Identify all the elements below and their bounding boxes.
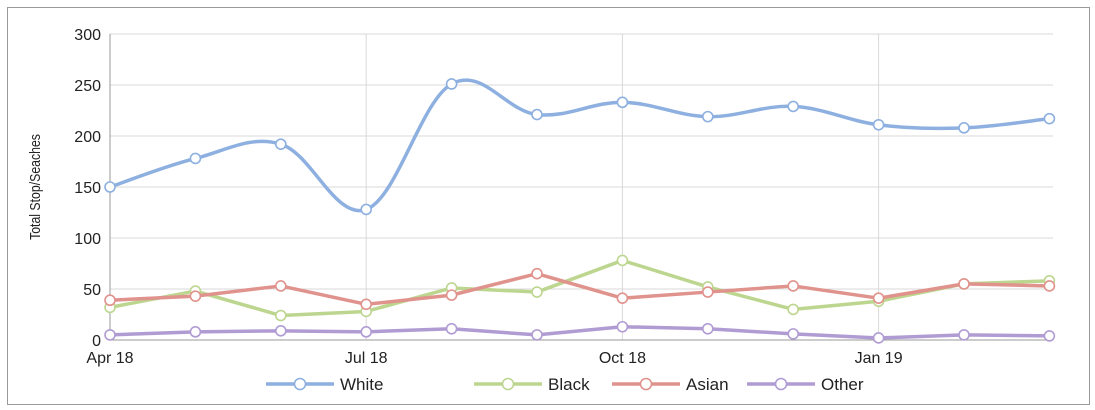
y-tick-label: 150 bbox=[74, 180, 101, 197]
y-tick-label: 300 bbox=[74, 27, 101, 44]
data-point-black bbox=[531, 286, 543, 298]
y-tick-label: 200 bbox=[74, 129, 101, 146]
data-point-other bbox=[616, 320, 629, 333]
data-point-other bbox=[104, 329, 116, 341]
data-point-other bbox=[872, 332, 885, 344]
data-point-white bbox=[1043, 112, 1056, 125]
data-point-asian bbox=[104, 294, 116, 307]
data-point-other bbox=[274, 325, 287, 337]
data-point-white bbox=[445, 78, 458, 90]
data-point-asian bbox=[872, 292, 885, 304]
data-point-other bbox=[787, 328, 800, 340]
chart-frame: 0 50 100 150 200 250 300 Apr 18 Jul 18 Oct 18 Jan … bbox=[7, 7, 1090, 405]
data-point-white bbox=[189, 152, 202, 165]
y-tick-label: 100 bbox=[74, 231, 101, 248]
legend-label-other: Other bbox=[821, 375, 864, 394]
y-tick-label: 50 bbox=[83, 282, 101, 299]
series-line-asian bbox=[108, 271, 1052, 307]
line-chart: 0 50 100 150 200 250 300 Apr 18 Jul 18 Oct 18 Jan … bbox=[27, 27, 1056, 394]
legend-label-black: Black bbox=[548, 375, 590, 394]
data-point-white bbox=[701, 110, 714, 123]
data-point-white bbox=[958, 122, 970, 134]
data-point-other bbox=[531, 329, 543, 341]
legend-marker-asian bbox=[639, 377, 653, 391]
data-point-asian bbox=[616, 292, 629, 304]
legend-label-asian: Asian bbox=[686, 375, 729, 394]
x-tick-label: Apr 18 bbox=[86, 350, 133, 367]
series-line-other bbox=[108, 324, 1052, 340]
data-point-other bbox=[189, 326, 202, 338]
data-point-black bbox=[787, 303, 800, 316]
data-point-white bbox=[616, 96, 629, 109]
legend-marker-other bbox=[774, 377, 788, 391]
data-point-white bbox=[360, 203, 373, 216]
data-point-white bbox=[274, 138, 287, 150]
data-point-other bbox=[445, 322, 458, 335]
x-tick-label: Jan 19 bbox=[855, 350, 903, 367]
data-point-asian bbox=[189, 290, 202, 302]
data-point-other bbox=[1043, 330, 1056, 342]
data-point-white bbox=[872, 118, 885, 131]
y-tick-label: 250 bbox=[74, 78, 101, 95]
legend-marker-white bbox=[293, 377, 307, 391]
series-line-white bbox=[108, 78, 1052, 213]
data-point-black bbox=[274, 309, 287, 322]
data-point-asian bbox=[445, 289, 458, 301]
y-axis-title: Total Stop/Seaches bbox=[27, 134, 43, 240]
data-point-black bbox=[616, 254, 629, 267]
data-point-white bbox=[531, 108, 543, 121]
data-point-asian bbox=[1043, 280, 1056, 292]
data-point-white bbox=[104, 181, 116, 193]
data-point-other bbox=[701, 322, 714, 335]
data-point-white bbox=[787, 100, 800, 113]
legend-marker-black bbox=[501, 377, 515, 391]
data-point-asian bbox=[274, 280, 287, 292]
data-point-asian bbox=[531, 267, 543, 280]
data-point-asian bbox=[787, 280, 800, 292]
series-line-black bbox=[108, 258, 1052, 318]
data-point-asian bbox=[701, 286, 714, 298]
data-point-other bbox=[360, 326, 373, 338]
legend-label-white: White bbox=[340, 375, 383, 394]
data-point-other bbox=[958, 329, 970, 341]
x-tick-label: Jul 18 bbox=[345, 350, 388, 367]
y-tick-label: 0 bbox=[92, 333, 101, 350]
x-tick-label: Oct 18 bbox=[599, 350, 646, 367]
data-point-asian bbox=[360, 298, 373, 311]
data-point-asian bbox=[958, 278, 970, 290]
